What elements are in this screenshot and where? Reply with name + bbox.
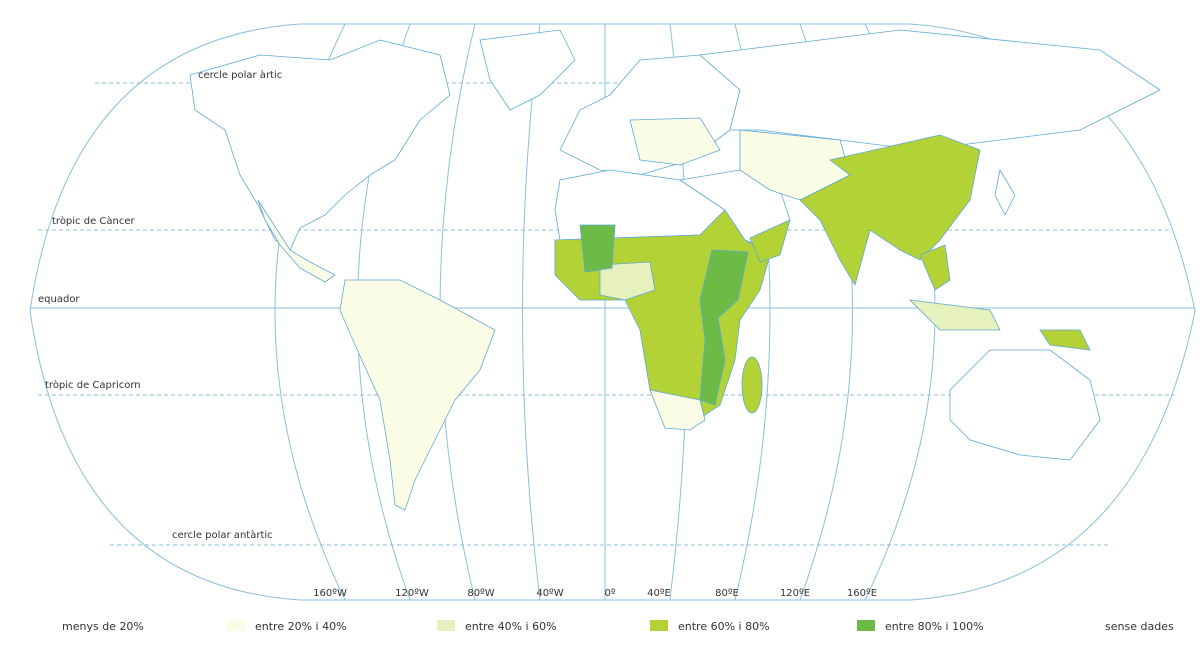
land xyxy=(189,29,1161,511)
meridian-label: 40ºE xyxy=(647,588,671,599)
meridian-label: 80ºW xyxy=(467,588,494,599)
central-america xyxy=(257,199,336,283)
southeast-asia xyxy=(919,244,951,291)
parallel-label: tròpic de Capricorn xyxy=(45,379,141,391)
greenland xyxy=(479,29,576,111)
parallel-label: cercle polar antàrtic xyxy=(172,529,273,541)
west-africa xyxy=(599,261,656,301)
meridian-label: 120ºW xyxy=(395,588,429,599)
legend-swatch xyxy=(857,620,875,631)
meridian-label: 160ºE xyxy=(847,588,877,599)
eastern-europe xyxy=(629,117,721,166)
legend-swatch xyxy=(227,620,245,631)
southern-africa xyxy=(649,389,706,431)
east-africa xyxy=(699,249,749,406)
labels: cercle polar àrtic tròpic de Càncer equado… xyxy=(38,69,1174,633)
meridian-label: 80ºE xyxy=(715,588,739,599)
yemen xyxy=(749,219,791,263)
mali xyxy=(579,224,616,273)
legend-label: entre 40% i 60% xyxy=(465,620,557,633)
south-america xyxy=(339,279,496,511)
parallel-label: cercle polar àrtic xyxy=(198,69,282,81)
legend-label: sense dades xyxy=(1105,620,1174,633)
meridian-label: 120ºE xyxy=(780,588,810,599)
meridian-label: 0º xyxy=(604,588,615,599)
australia xyxy=(949,349,1101,461)
legend-label: entre 60% i 80% xyxy=(678,620,770,633)
parallel-label: equador xyxy=(38,294,80,305)
indonesia xyxy=(908,299,1001,331)
legend-label: entre 80% i 100% xyxy=(885,620,984,633)
legend-swatch xyxy=(650,620,668,631)
legend-label: entre 20% i 40% xyxy=(255,620,347,633)
madagascar xyxy=(741,356,763,414)
legend-swatch xyxy=(437,620,455,631)
legend-label: menys de 20% xyxy=(62,620,144,633)
north-america xyxy=(189,39,451,251)
north-asia xyxy=(699,29,1161,151)
map-outline xyxy=(29,23,1196,601)
papua-new-guinea xyxy=(1039,329,1091,351)
meridian-label: 40ºW xyxy=(536,588,563,599)
china-india xyxy=(799,134,981,287)
parallel-label: tròpic de Càncer xyxy=(52,215,136,227)
japan xyxy=(994,168,1016,216)
meridian xyxy=(522,23,541,601)
meridian-label: 160ºW xyxy=(313,588,347,599)
